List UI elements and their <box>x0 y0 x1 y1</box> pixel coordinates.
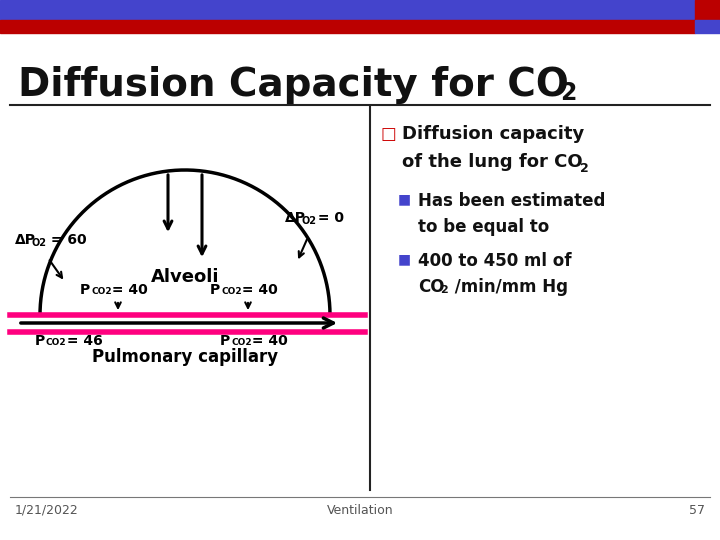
Text: 2: 2 <box>440 285 448 295</box>
Text: CO2: CO2 <box>91 287 112 296</box>
Text: P: P <box>80 283 90 297</box>
Text: 2: 2 <box>560 81 577 105</box>
Text: ΔP: ΔP <box>285 211 306 225</box>
Text: CO: CO <box>418 278 444 296</box>
Text: = 40: = 40 <box>247 334 288 348</box>
Text: Alveoli: Alveoli <box>150 268 220 286</box>
Text: CO2: CO2 <box>221 287 242 296</box>
Text: P: P <box>210 283 220 297</box>
Text: O2: O2 <box>31 238 46 248</box>
Text: 2: 2 <box>580 162 589 175</box>
Text: ■: ■ <box>398 252 411 266</box>
Bar <box>695 20 720 33</box>
Text: to be equal to: to be equal to <box>418 218 549 236</box>
Text: = 40: = 40 <box>237 283 278 297</box>
Text: P: P <box>35 334 45 348</box>
Text: = 0: = 0 <box>313 211 344 225</box>
Text: □: □ <box>380 125 396 143</box>
Text: 400 to 450 ml of: 400 to 450 ml of <box>418 252 572 270</box>
Text: Has been estimated: Has been estimated <box>418 192 606 210</box>
Text: 57: 57 <box>689 503 705 516</box>
Text: Diffusion capacity: Diffusion capacity <box>402 125 584 143</box>
Text: ■: ■ <box>398 192 411 206</box>
Text: 1/21/2022: 1/21/2022 <box>15 503 78 516</box>
Text: CO2: CO2 <box>46 338 67 347</box>
Text: Diffusion Capacity for CO: Diffusion Capacity for CO <box>18 66 569 104</box>
Text: /min/mm Hg: /min/mm Hg <box>449 278 568 296</box>
Text: ΔP: ΔP <box>15 233 36 247</box>
Text: Pulmonary capillary: Pulmonary capillary <box>92 348 278 366</box>
Bar <box>695 0 720 20</box>
Text: = 60: = 60 <box>46 233 86 247</box>
Text: = 40: = 40 <box>107 283 148 297</box>
Text: O2: O2 <box>301 216 316 226</box>
Bar <box>0 20 695 33</box>
Text: of the lung for CO: of the lung for CO <box>402 153 582 171</box>
Text: = 46: = 46 <box>62 334 103 348</box>
Text: CO2: CO2 <box>231 338 251 347</box>
Text: P: P <box>220 334 230 348</box>
Text: Ventilation: Ventilation <box>327 503 393 516</box>
Bar <box>0 0 695 20</box>
